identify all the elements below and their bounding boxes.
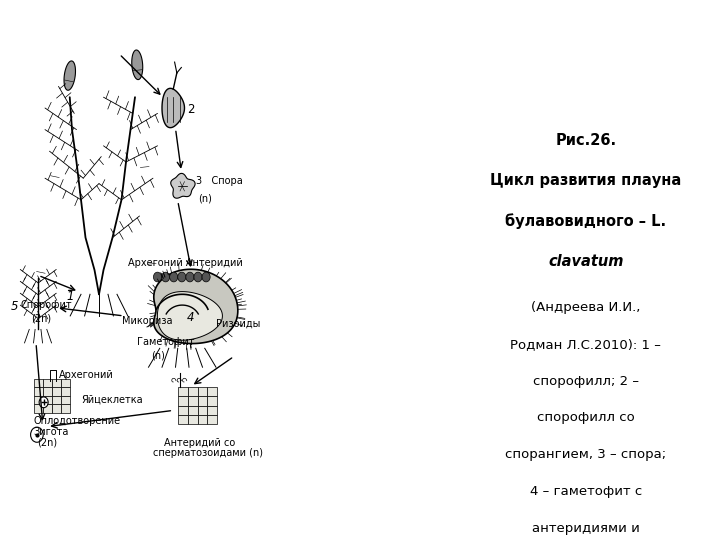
Text: Антеридий со: Антеридий со: [164, 437, 235, 448]
Bar: [197, 415, 207, 424]
Bar: [42, 379, 52, 387]
Bar: [188, 415, 197, 424]
Polygon shape: [171, 173, 195, 198]
Text: clavatum: clavatum: [548, 254, 624, 269]
Text: (Андреева И.И.,: (Андреева И.И.,: [531, 301, 640, 314]
Bar: [197, 396, 207, 406]
Text: (n): (n): [150, 350, 165, 360]
Bar: [42, 404, 52, 413]
Bar: [60, 396, 70, 404]
Bar: [42, 387, 52, 396]
Bar: [52, 396, 60, 404]
Text: (2n): (2n): [32, 313, 52, 323]
Circle shape: [170, 272, 178, 282]
Polygon shape: [132, 50, 143, 79]
Bar: [52, 404, 60, 413]
Text: 4: 4: [186, 311, 194, 325]
Text: спорофилл; 2 –: спорофилл; 2 –: [533, 375, 639, 388]
Text: 2: 2: [186, 103, 194, 117]
Polygon shape: [154, 269, 238, 343]
Text: Ризоиды: Ризоиды: [216, 319, 261, 329]
Circle shape: [39, 397, 48, 408]
Text: сперматозоидами (n): сперматозоидами (n): [153, 448, 263, 458]
Bar: [197, 387, 207, 396]
Bar: [60, 404, 70, 413]
Text: 1: 1: [66, 289, 73, 303]
Circle shape: [186, 272, 194, 282]
Bar: [52, 379, 60, 387]
Text: 4 – гаметофит с: 4 – гаметофит с: [530, 485, 642, 498]
Circle shape: [30, 427, 43, 442]
Bar: [207, 387, 217, 396]
Text: спорофилл со: спорофилл со: [537, 411, 634, 424]
Text: Оплодотворение: Оплодотворение: [34, 416, 121, 426]
Bar: [207, 415, 217, 424]
Text: Рис.26.: Рис.26.: [555, 133, 616, 148]
Polygon shape: [162, 89, 184, 127]
Text: Зигота: Зигота: [34, 427, 69, 437]
Bar: [42, 396, 52, 404]
Bar: [207, 396, 217, 406]
Text: Яйцеклетка: Яйцеклетка: [81, 394, 143, 404]
Circle shape: [153, 272, 161, 282]
Bar: [197, 406, 207, 415]
Bar: [60, 387, 70, 396]
Text: Архегоний: Архегоний: [58, 370, 113, 380]
Text: Спорофит: Спорофит: [20, 300, 72, 310]
Circle shape: [202, 272, 210, 282]
Bar: [60, 379, 70, 387]
Circle shape: [194, 272, 202, 282]
Bar: [178, 406, 188, 415]
Text: Гаметофит: Гаметофит: [138, 336, 194, 347]
Bar: [178, 396, 188, 406]
Bar: [188, 387, 197, 396]
Text: Родман Л.С.2010): 1 –: Родман Л.С.2010): 1 –: [510, 338, 661, 351]
Bar: [178, 387, 188, 396]
Text: (2n): (2n): [37, 437, 57, 448]
Circle shape: [178, 272, 186, 282]
Bar: [34, 404, 42, 413]
Bar: [52, 387, 60, 396]
Polygon shape: [158, 292, 222, 340]
Text: Микориза: Микориза: [122, 316, 172, 326]
Polygon shape: [64, 61, 76, 90]
Circle shape: [161, 272, 170, 282]
Bar: [178, 415, 188, 424]
Text: 5: 5: [12, 300, 19, 314]
Bar: [188, 406, 197, 415]
Text: спорангием, 3 – спора;: спорангием, 3 – спора;: [505, 448, 666, 461]
Text: антеридиями и: антеридиями и: [532, 522, 639, 535]
Text: Цикл развития плауна: Цикл развития плауна: [490, 173, 681, 188]
Bar: [34, 379, 42, 387]
Bar: [34, 396, 42, 404]
Text: 3   Спора: 3 Спора: [196, 176, 243, 186]
Text: булавовидного – L.: булавовидного – L.: [505, 213, 666, 230]
Bar: [188, 396, 197, 406]
Text: (n): (n): [198, 193, 212, 204]
Text: Архегоний Антеридий: Архегоний Антеридий: [128, 258, 243, 268]
Bar: [207, 406, 217, 415]
Bar: [34, 387, 42, 396]
